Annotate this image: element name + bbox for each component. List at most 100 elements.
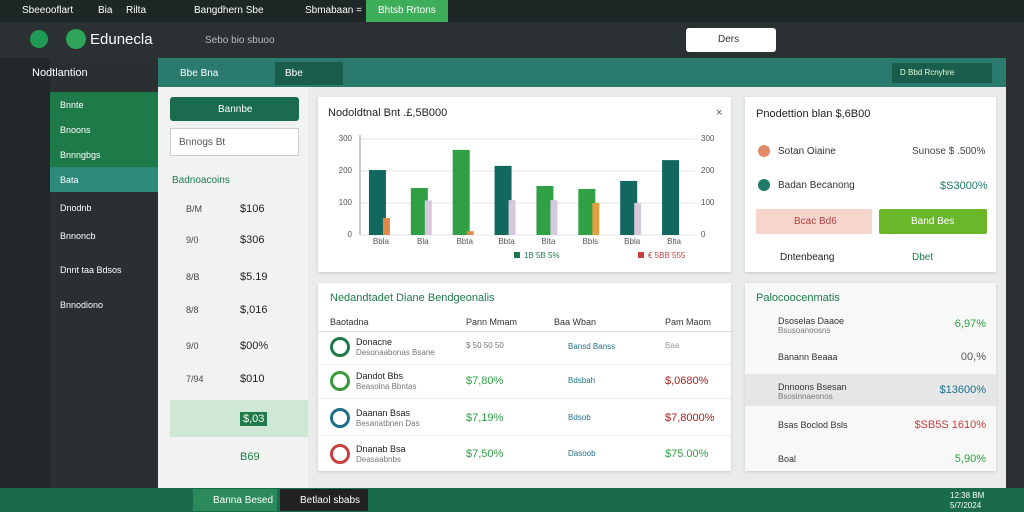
y2-tick-label: 100: [701, 198, 715, 207]
taskbar: [0, 488, 1024, 512]
y2-tick-label: 300: [701, 134, 715, 143]
table-header: Baotadna: [330, 317, 369, 327]
nav-item[interactable]: Bnnte: [60, 100, 84, 110]
date: 5/7/2024: [950, 501, 982, 510]
bar: [382, 218, 390, 235]
y-tick-label: 100: [339, 198, 353, 207]
legend-swatch: [638, 252, 644, 258]
nav-item[interactable]: Dnnt taa Bdsos: [60, 265, 122, 275]
analytics-sub: Bsosinnaeonos: [778, 392, 833, 401]
analytics-label: Banann Beaaa: [778, 352, 838, 362]
bar: [508, 200, 516, 235]
row-highlight: [745, 374, 996, 406]
toolbar-tab[interactable]: Bbe Bna: [180, 68, 219, 79]
toolbar-tab[interactable]: Bbe: [275, 62, 343, 85]
button-primary[interactable]: Band Bes: [879, 209, 987, 234]
icon-rail: [0, 58, 50, 488]
toolbar-button[interactable]: D Bbd Rcnyhre: [892, 63, 992, 83]
row-name: Dandot Bbs: [356, 371, 404, 381]
row-value: $ 50 50 50: [466, 341, 504, 350]
header-rule: [318, 331, 731, 332]
x-tick-label: Bbls: [583, 237, 599, 246]
legend-label: € 5BB 555: [648, 251, 686, 260]
bar: [452, 149, 470, 235]
bar: [410, 187, 428, 235]
button-secondary[interactable]: Bcac Bd6: [756, 209, 872, 234]
nav-item[interactable]: Bnnngbgs: [60, 150, 101, 160]
bar: [466, 231, 474, 235]
tab[interactable]: Sbmabaan =: [305, 5, 362, 16]
row-name: Donacne: [356, 337, 393, 347]
row-value: $7,19%: [466, 412, 504, 424]
x-tick-label: Blta: [667, 237, 681, 246]
bar: [634, 203, 642, 235]
summary-dot: [758, 179, 770, 191]
close-button[interactable]: ×: [716, 107, 722, 119]
bar: [592, 203, 600, 235]
x-tick-label: Bbta: [456, 237, 473, 246]
row-amount: Baa: [665, 341, 680, 350]
y2-tick-label: 200: [701, 166, 715, 175]
row-highlight: [170, 400, 308, 437]
row-value: $7,80%: [466, 375, 504, 387]
bar: [536, 186, 554, 235]
bar: [620, 180, 638, 235]
status-label: Dntenbeang: [780, 252, 835, 263]
summary-title: Pnodettion blan $,6B00: [756, 108, 871, 120]
filter-label: B/M: [186, 204, 203, 214]
row-tag: Bansd Banss: [568, 342, 616, 351]
filter-value: B69: [240, 451, 260, 463]
summary-value: $S3000%: [940, 180, 988, 192]
nav-item[interactable]: Bnnodiono: [60, 300, 104, 310]
time: 12:38 BM: [950, 491, 985, 500]
row-tag: Bdsob: [568, 413, 591, 422]
filter-value: $010: [240, 373, 265, 385]
row-name: Daanan Bsas: [356, 408, 411, 418]
app-icon: [66, 29, 86, 49]
nav-item[interactable]: Dnodnb: [60, 203, 92, 213]
filter-value: $106: [240, 203, 265, 215]
row-name: Dnanab Bsa: [356, 444, 406, 454]
y-tick-label: 200: [339, 166, 353, 175]
filter-label: 9/0: [186, 235, 199, 245]
row-tag: Dasoob: [568, 449, 596, 458]
tab[interactable]: Bhtsb Rrtons: [366, 0, 448, 22]
row-sub: Besanatbnen Das: [356, 419, 420, 428]
tab[interactable]: Sbeeooflart: [22, 5, 74, 16]
nav-item[interactable]: Bnoons: [60, 125, 91, 135]
chart-title: Nodoldtnal Bnt .£,5B000: [328, 107, 447, 119]
nav-item[interactable]: Bata: [60, 175, 79, 185]
tab[interactable]: Rilta: [126, 5, 147, 16]
analytics-label: Dnnoons Bsesan: [778, 382, 847, 392]
tab[interactable]: Bangdhern Sbe: [194, 5, 264, 16]
summary-label: Sotan Oiaine: [778, 146, 836, 157]
search[interactable]: Sebo bio sbuoo: [205, 35, 275, 46]
dropdown[interactable]: Bannbe: [170, 97, 299, 121]
analytics-value: 5,90%: [954, 453, 986, 465]
legend-swatch: [514, 252, 520, 258]
bar: [424, 200, 432, 235]
tab[interactable]: Bia: [98, 5, 113, 16]
filter-value: $,03: [240, 412, 268, 426]
analytics-value: 6,97%: [954, 318, 986, 330]
x-tick-label: Bbla: [373, 237, 390, 246]
analytics-value: 00,%: [960, 351, 986, 363]
header-button[interactable]: Ders: [686, 28, 776, 52]
taskbar-app[interactable]: Betlaol sbabs: [280, 489, 368, 511]
y2-tick-label: 0: [701, 230, 706, 239]
table-title: Nedandtadet Diane Bendgeonalis: [330, 292, 495, 304]
analytics-value: $13600%: [939, 384, 987, 396]
taskbar-app[interactable]: Banna Besed: [193, 489, 277, 511]
select[interactable]: Bnnogs Bt: [170, 128, 299, 156]
filter-value: $,016: [240, 304, 268, 316]
bar: [368, 170, 386, 235]
filter-label: 9/0: [186, 341, 199, 351]
summary-label: Badan Becanong: [778, 180, 855, 191]
row-rule: [318, 398, 731, 399]
y-tick-label: 300: [339, 134, 353, 143]
analytics-value: $SB5S 1610%: [914, 419, 986, 431]
nav-item[interactable]: Bnnoncb: [60, 231, 96, 241]
status-value: Dbet: [912, 252, 934, 263]
row-icon: [330, 371, 350, 391]
